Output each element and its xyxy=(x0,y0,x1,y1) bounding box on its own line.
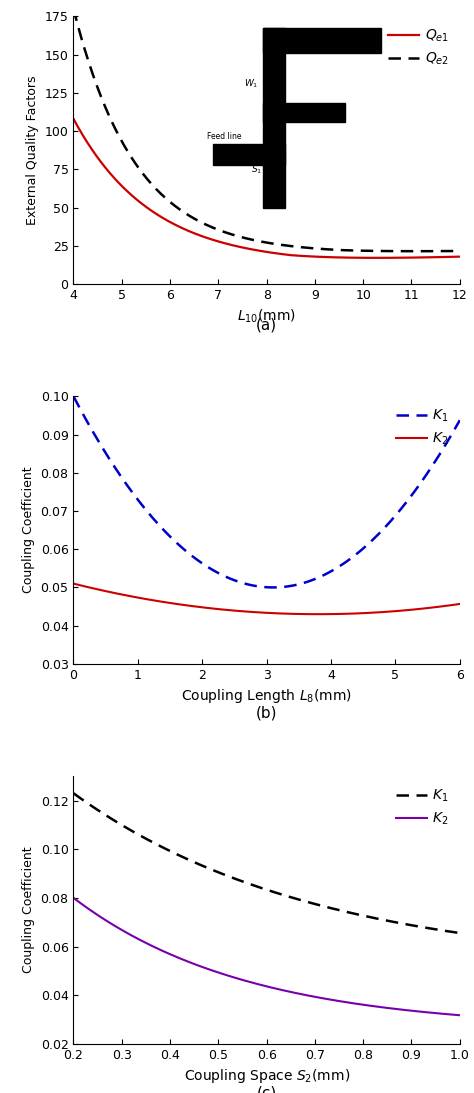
$Q_{e2}$ xyxy=(280,238,285,251)
Y-axis label: Coupling Coefficient: Coupling Coefficient xyxy=(22,847,35,974)
$K_2$ xyxy=(301,988,306,1001)
$Q_{e2}$ xyxy=(71,2,76,15)
Legend: $Q_{e1}$, $Q_{e2}$: $Q_{e1}$, $Q_{e2}$ xyxy=(384,23,453,71)
$Q_{e2}$ xyxy=(457,245,463,258)
Line: $K_1$: $K_1$ xyxy=(73,397,460,587)
Line: $K_1$: $K_1$ xyxy=(73,794,460,933)
X-axis label: Coupling Length $L_8$(mm): Coupling Length $L_8$(mm) xyxy=(181,687,352,705)
$K_2$ xyxy=(256,606,262,619)
$K_1$ xyxy=(254,579,260,592)
$K_1$ xyxy=(457,927,463,940)
$Q_{e1}$ xyxy=(254,244,260,257)
$Q_{e1}$ xyxy=(374,251,380,265)
$K_2$ xyxy=(388,604,394,618)
$K_1$ xyxy=(448,428,454,442)
$Q_{e2}$ xyxy=(387,245,393,258)
$K_1$ xyxy=(256,580,262,593)
$K_2$ xyxy=(457,598,463,611)
$K_2$ xyxy=(254,977,260,990)
$K_2$ xyxy=(71,577,76,590)
$Q_{e2}$ xyxy=(301,240,306,254)
$K_2$ xyxy=(315,608,321,621)
$Q_{e1}$ xyxy=(457,250,463,263)
$Q_{e1}$ xyxy=(388,251,394,265)
$K_1$ xyxy=(387,915,393,928)
$K_2$ xyxy=(254,606,260,619)
$K_2$ xyxy=(387,1001,393,1014)
$K_1$ xyxy=(280,889,285,902)
Text: (b): (b) xyxy=(256,705,277,720)
$Q_{e2}$ xyxy=(254,234,260,247)
$Q_{e1}$ xyxy=(71,113,76,126)
$Q_{e1}$ xyxy=(301,249,306,262)
Line: $K_2$: $K_2$ xyxy=(73,897,460,1015)
X-axis label: Coupling Space $S_2$(mm): Coupling Space $S_2$(mm) xyxy=(183,1067,350,1085)
$K_2$ xyxy=(71,891,76,904)
$Q_{e2}$ xyxy=(448,245,454,258)
$K_1$ xyxy=(388,515,394,528)
$K_2$ xyxy=(280,607,285,620)
$K_1$ xyxy=(281,580,286,593)
$K_2$ xyxy=(457,1009,463,1022)
$K_1$ xyxy=(71,390,76,403)
Text: (a): (a) xyxy=(256,317,277,332)
Line: $Q_{e2}$: $Q_{e2}$ xyxy=(73,9,460,251)
$K_2$ xyxy=(447,1008,453,1021)
Y-axis label: Coupling Coefficient: Coupling Coefficient xyxy=(22,467,35,593)
Legend: $K_1$, $K_2$: $K_1$, $K_2$ xyxy=(392,403,453,451)
$K_2$ xyxy=(256,978,262,991)
$Q_{e1}$ xyxy=(256,244,262,257)
$K_2$ xyxy=(301,608,306,621)
$K_1$ xyxy=(71,787,76,800)
$Q_{e2}$ xyxy=(256,235,262,248)
Line: $K_2$: $K_2$ xyxy=(73,584,460,614)
Legend: $K_1$, $K_2$: $K_1$, $K_2$ xyxy=(392,784,453,832)
$K_1$ xyxy=(256,881,262,894)
$K_1$ xyxy=(301,894,306,907)
Y-axis label: External Quality Factors: External Quality Factors xyxy=(26,75,39,225)
$K_1$ xyxy=(301,576,307,589)
$Q_{e2}$ xyxy=(412,245,418,258)
$K_2$ xyxy=(448,599,454,612)
Line: $Q_{e1}$: $Q_{e1}$ xyxy=(73,119,460,258)
$K_1$ xyxy=(447,925,453,938)
$Q_{e1}$ xyxy=(280,248,285,261)
Text: (c): (c) xyxy=(256,1085,277,1093)
$K_1$ xyxy=(457,413,463,426)
$K_1$ xyxy=(254,880,260,893)
X-axis label: $L_{10}$(mm): $L_{10}$(mm) xyxy=(237,307,296,325)
$K_2$ xyxy=(280,984,285,997)
$K_1$ xyxy=(270,580,276,593)
$Q_{e1}$ xyxy=(448,250,454,263)
